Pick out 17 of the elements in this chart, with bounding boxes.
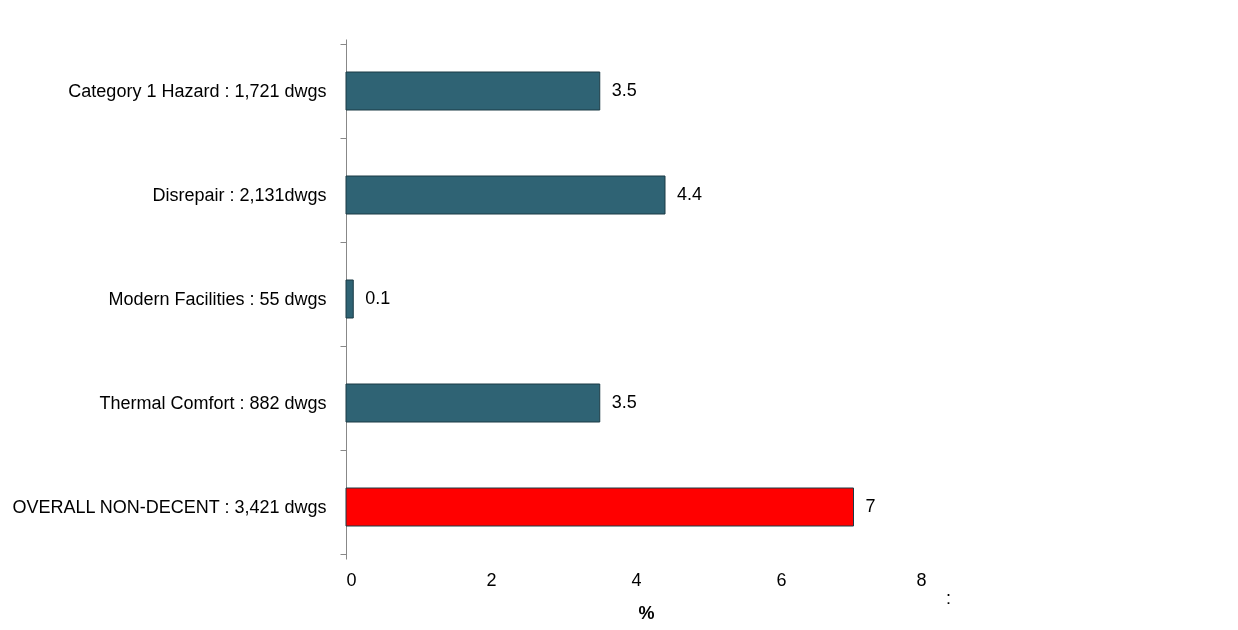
x-tick-label: 4 (631, 569, 642, 590)
data-label: 0.1 (365, 288, 391, 308)
data-label: 7 (865, 496, 876, 516)
data-label: 3.5 (611, 392, 637, 412)
x-tick-label: 0 (346, 569, 357, 590)
text: : (946, 588, 952, 608)
data-label: 3.5 (611, 80, 637, 100)
y-tick-label: Modern Facilities : 55 dwgs (108, 288, 327, 309)
x-tick-label: 6 (776, 569, 787, 590)
y-tick-label: Category 1 Hazard : 1,721 dwgs (68, 80, 327, 101)
x-tick-label: 8 (916, 569, 927, 590)
y-tick-label: Disrepair : 2,131dwgs (152, 184, 327, 205)
x-tick-label: 2 (486, 569, 497, 590)
x-axis-title: % (638, 602, 655, 623)
y-tick-label: OVERALL NON-DECENT : 3,421 dwgs (12, 496, 327, 517)
data-label: 4.4 (677, 184, 703, 204)
y-tick-label: Thermal Comfort : 882 dwgs (99, 392, 327, 413)
